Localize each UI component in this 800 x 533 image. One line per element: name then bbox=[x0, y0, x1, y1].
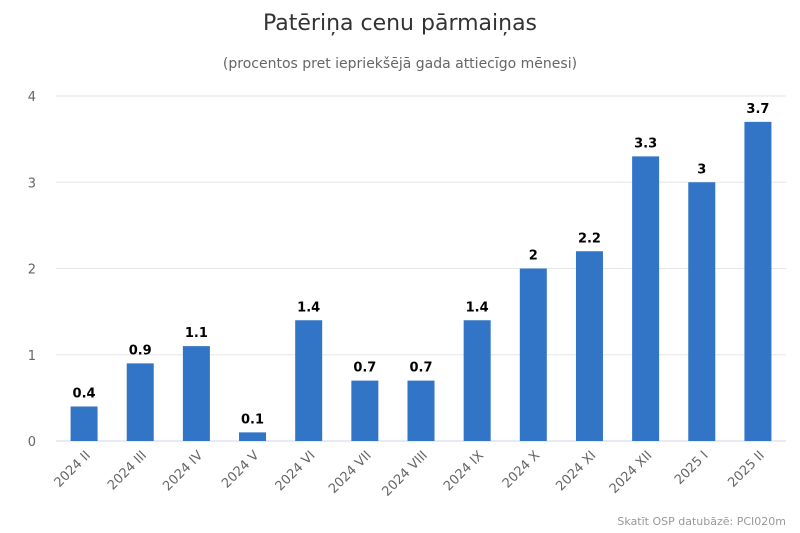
y-tick-label: 2 bbox=[28, 263, 36, 278]
x-tick-label: 2024 II bbox=[52, 448, 94, 490]
y-axis-ticks: 0 1 2 3 4 bbox=[28, 90, 36, 450]
bar[interactable] bbox=[463, 320, 491, 441]
bar[interactable] bbox=[575, 251, 603, 441]
bar[interactable] bbox=[126, 363, 154, 441]
x-tick-label: 2024 IX bbox=[441, 448, 487, 494]
bar[interactable] bbox=[351, 380, 379, 441]
bar[interactable] bbox=[519, 268, 547, 442]
data-label: 1.4 bbox=[466, 300, 489, 315]
bar[interactable] bbox=[632, 156, 660, 441]
x-tick-label: 2024 VI bbox=[273, 448, 319, 494]
x-tick-label: 2024 III bbox=[105, 448, 150, 493]
bar[interactable] bbox=[688, 182, 716, 441]
x-axis-ticks: 2024 II 2024 III 2024 IV 2024 V 2024 VI 2024 … bbox=[52, 448, 768, 499]
x-tick-label: 2024 VII bbox=[326, 448, 375, 497]
data-label: 0.9 bbox=[129, 343, 152, 358]
source-credit[interactable]: Skatīt OSP datubāzē: PCI020m bbox=[617, 515, 786, 528]
data-label: 0.7 bbox=[353, 361, 376, 376]
chart-title: Patēriņa cenu pārmaiņas bbox=[263, 11, 537, 36]
x-tick-label: 2024 IV bbox=[160, 448, 206, 494]
x-tick-label: 2024 VIII bbox=[379, 448, 430, 499]
data-label: 1.1 bbox=[185, 326, 208, 341]
y-tick-label: 0 bbox=[28, 435, 36, 450]
x-tick-label: 2024 XI bbox=[553, 448, 599, 494]
data-labels: 0.4 0.9 1.1 0.1 1.4 0.7 0.7 1.4 2 2.2 3.3 3 3.7 bbox=[73, 102, 770, 428]
data-label: 3.3 bbox=[634, 136, 657, 151]
bar[interactable] bbox=[239, 432, 267, 441]
gridlines bbox=[56, 95, 786, 442]
data-label: 3 bbox=[697, 162, 706, 177]
chart-subtitle: (procentos pret iepriekšējā gada attiecī… bbox=[223, 56, 577, 72]
data-label: 3.7 bbox=[746, 102, 769, 117]
data-label: 0.1 bbox=[241, 412, 264, 427]
y-tick-label: 3 bbox=[28, 176, 36, 191]
bar[interactable] bbox=[182, 346, 210, 441]
data-label: 0.7 bbox=[409, 361, 432, 376]
bar[interactable] bbox=[295, 320, 323, 441]
x-tick-label: 2024 V bbox=[219, 448, 262, 491]
y-tick-label: 1 bbox=[28, 349, 36, 364]
bar[interactable] bbox=[70, 406, 98, 442]
y-tick-label: 4 bbox=[28, 90, 36, 105]
data-label: 2 bbox=[529, 249, 538, 264]
bar[interactable] bbox=[744, 121, 772, 441]
bar[interactable] bbox=[407, 380, 435, 441]
x-tick-label: 2024 X bbox=[500, 448, 543, 491]
data-label: 1.4 bbox=[297, 300, 320, 315]
x-tick-label: 2025 I bbox=[672, 448, 712, 488]
x-tick-label: 2024 XII bbox=[607, 448, 656, 497]
data-label: 2.2 bbox=[578, 231, 601, 246]
bars bbox=[70, 121, 772, 442]
data-label: 0.4 bbox=[73, 387, 96, 402]
x-tick-label: 2025 II bbox=[725, 448, 767, 490]
